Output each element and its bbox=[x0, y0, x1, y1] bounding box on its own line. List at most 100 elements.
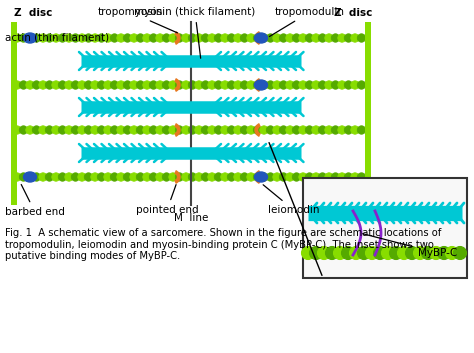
Ellipse shape bbox=[255, 80, 267, 90]
Circle shape bbox=[117, 34, 125, 42]
Circle shape bbox=[214, 126, 223, 134]
Circle shape bbox=[46, 81, 54, 89]
Circle shape bbox=[319, 34, 327, 42]
Circle shape bbox=[351, 34, 359, 42]
Circle shape bbox=[325, 173, 333, 181]
Circle shape bbox=[266, 126, 275, 134]
Circle shape bbox=[201, 173, 210, 181]
Circle shape bbox=[331, 81, 340, 89]
Circle shape bbox=[143, 34, 151, 42]
Circle shape bbox=[137, 81, 145, 89]
Circle shape bbox=[175, 173, 184, 181]
Circle shape bbox=[390, 246, 402, 259]
Circle shape bbox=[123, 34, 132, 42]
Circle shape bbox=[326, 246, 338, 259]
Circle shape bbox=[273, 34, 281, 42]
Circle shape bbox=[26, 34, 34, 42]
Circle shape bbox=[169, 126, 177, 134]
Circle shape bbox=[110, 126, 118, 134]
Circle shape bbox=[78, 126, 86, 134]
Circle shape bbox=[253, 173, 262, 181]
Circle shape bbox=[84, 34, 93, 42]
Circle shape bbox=[19, 81, 27, 89]
Circle shape bbox=[188, 173, 197, 181]
Circle shape bbox=[319, 81, 327, 89]
Circle shape bbox=[398, 246, 410, 259]
Circle shape bbox=[130, 34, 138, 42]
Circle shape bbox=[253, 126, 262, 134]
Circle shape bbox=[240, 34, 249, 42]
Circle shape bbox=[454, 246, 466, 259]
Circle shape bbox=[78, 34, 86, 42]
Circle shape bbox=[299, 126, 307, 134]
Circle shape bbox=[273, 173, 281, 181]
Circle shape bbox=[292, 173, 301, 181]
Circle shape bbox=[156, 173, 164, 181]
Circle shape bbox=[305, 81, 314, 89]
Circle shape bbox=[374, 246, 386, 259]
Ellipse shape bbox=[255, 33, 267, 43]
Text: barbed end: barbed end bbox=[5, 185, 65, 217]
Circle shape bbox=[195, 126, 203, 134]
Circle shape bbox=[71, 34, 80, 42]
Circle shape bbox=[26, 126, 34, 134]
Circle shape bbox=[110, 81, 118, 89]
Circle shape bbox=[221, 173, 229, 181]
Circle shape bbox=[84, 126, 93, 134]
Circle shape bbox=[149, 173, 158, 181]
Circle shape bbox=[201, 81, 210, 89]
Circle shape bbox=[266, 173, 275, 181]
Circle shape bbox=[97, 173, 106, 181]
Circle shape bbox=[351, 126, 359, 134]
Circle shape bbox=[305, 34, 314, 42]
Circle shape bbox=[260, 173, 268, 181]
Circle shape bbox=[201, 34, 210, 42]
Circle shape bbox=[97, 34, 106, 42]
Circle shape bbox=[137, 126, 145, 134]
Circle shape bbox=[234, 34, 242, 42]
Circle shape bbox=[413, 246, 427, 259]
Circle shape bbox=[156, 126, 164, 134]
Circle shape bbox=[325, 34, 333, 42]
Circle shape bbox=[338, 34, 346, 42]
Circle shape bbox=[201, 126, 210, 134]
Circle shape bbox=[214, 173, 223, 181]
Circle shape bbox=[421, 246, 435, 259]
Circle shape bbox=[182, 173, 190, 181]
Circle shape bbox=[240, 126, 249, 134]
Circle shape bbox=[286, 173, 294, 181]
Circle shape bbox=[169, 34, 177, 42]
Circle shape bbox=[429, 246, 443, 259]
Circle shape bbox=[331, 173, 340, 181]
Circle shape bbox=[91, 81, 99, 89]
Circle shape bbox=[279, 173, 288, 181]
Text: MyBP-C: MyBP-C bbox=[363, 234, 457, 258]
Circle shape bbox=[357, 246, 371, 259]
Circle shape bbox=[286, 126, 294, 134]
Circle shape bbox=[299, 34, 307, 42]
Circle shape bbox=[32, 34, 41, 42]
Circle shape bbox=[104, 126, 112, 134]
Ellipse shape bbox=[24, 33, 36, 43]
Circle shape bbox=[234, 173, 242, 181]
Circle shape bbox=[78, 81, 86, 89]
Circle shape bbox=[91, 126, 99, 134]
Circle shape bbox=[46, 34, 54, 42]
Circle shape bbox=[292, 126, 301, 134]
Circle shape bbox=[338, 126, 346, 134]
Text: Z  disc: Z disc bbox=[334, 8, 372, 18]
Circle shape bbox=[104, 34, 112, 42]
Circle shape bbox=[325, 126, 333, 134]
Circle shape bbox=[279, 81, 288, 89]
Circle shape bbox=[312, 173, 320, 181]
Circle shape bbox=[26, 81, 34, 89]
Text: tropomodulin: tropomodulin bbox=[269, 7, 345, 37]
Circle shape bbox=[221, 126, 229, 134]
Circle shape bbox=[65, 173, 73, 181]
Circle shape bbox=[344, 126, 353, 134]
Circle shape bbox=[19, 126, 27, 134]
Circle shape bbox=[349, 246, 363, 259]
Circle shape bbox=[137, 173, 145, 181]
Circle shape bbox=[338, 81, 346, 89]
Circle shape bbox=[71, 126, 80, 134]
